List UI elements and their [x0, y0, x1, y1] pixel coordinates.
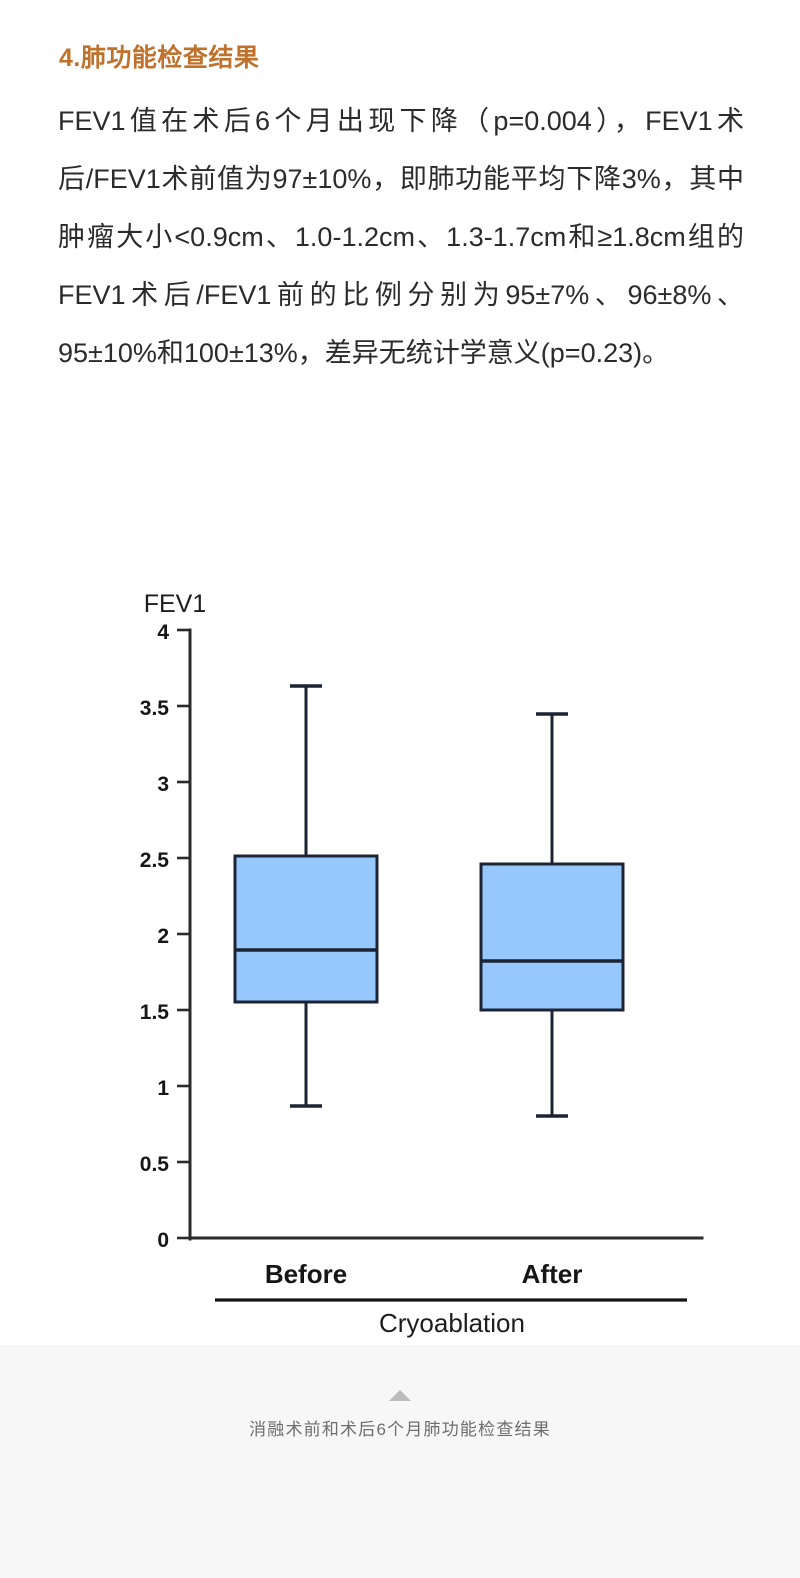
y-axis-tickmarks — [177, 628, 189, 1240]
section-heading: 4.肺功能检查结果 — [59, 44, 260, 72]
triangle-up-icon — [389, 1390, 411, 1401]
y-tick-label: 3.5 — [140, 697, 170, 720]
y-tick-label: 1.5 — [140, 1001, 170, 1024]
boxplot-before — [233, 684, 379, 1108]
box-rect-before — [233, 854, 379, 1004]
figure-card: FEV1 4 3.5 3 2.5 2 1.5 1 0.5 0 — [82, 560, 712, 1345]
page-background-lower — [0, 1345, 800, 1578]
y-tick-label: 3 — [157, 773, 169, 796]
boxplot-chart: FEV1 4 3.5 3 2.5 2 1.5 1 0.5 0 — [82, 560, 712, 1345]
box-rect-after — [479, 862, 625, 1012]
y-axis-ticklabels: 4 3.5 3 2.5 2 1.5 1 0.5 0 — [140, 621, 170, 1252]
y-tick-label: 2 — [157, 925, 169, 948]
x-category-label-before: Before — [265, 1259, 347, 1289]
y-tick-label: 4 — [157, 621, 169, 644]
y-tick-label: 2.5 — [140, 849, 170, 872]
y-tick-label: 1 — [157, 1077, 169, 1100]
x-category-label-after: After — [522, 1259, 583, 1289]
figure-caption-text: 消融术前和术后6个月肺功能检查结果 — [249, 1420, 551, 1439]
x-axis-group-label: Cryoablation — [379, 1308, 525, 1338]
y-tick-label: 0.5 — [140, 1153, 170, 1176]
boxplot-after — [479, 712, 625, 1118]
y-axis-title: FEV1 — [144, 590, 207, 618]
figure-caption-block: 消融术前和术后6个月肺功能检查结果 — [0, 1390, 800, 1440]
article-body-paragraph: FEV1值在术后6个月出现下降（p=0.004），FEV1术后/FEV1术前值为… — [58, 106, 744, 368]
y-tick-label: 0 — [157, 1229, 169, 1252]
boxplot-svg: FEV1 4 3.5 3 2.5 2 1.5 1 0.5 0 — [140, 590, 704, 1338]
